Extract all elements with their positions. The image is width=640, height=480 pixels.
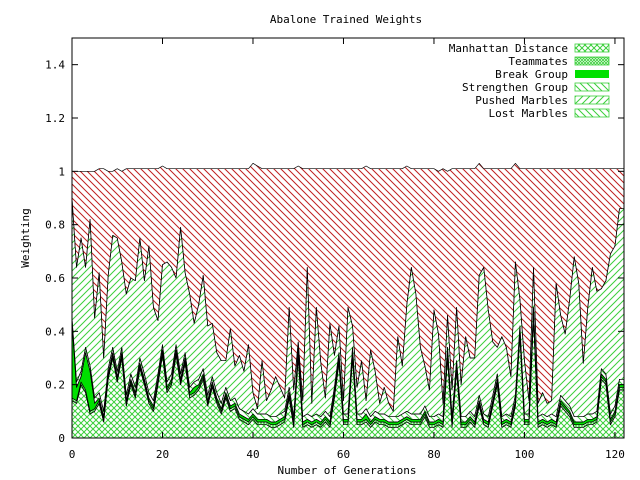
x-tick-label: 120: [605, 448, 625, 461]
legend-swatch: [574, 108, 610, 118]
legend-swatch: [574, 95, 610, 105]
x-tick-label: 0: [69, 448, 76, 461]
legend-label: Pushed Marbles: [475, 94, 568, 107]
legend-label: Lost Marbles: [489, 107, 568, 120]
x-tick-label: 100: [515, 448, 535, 461]
y-tick-label: 0.4: [45, 325, 65, 338]
y-tick-label: 1.4: [45, 59, 65, 72]
legend-swatch: [575, 70, 609, 78]
x-tick-label: 40: [246, 448, 259, 461]
y-axis-label: Weighting: [19, 208, 32, 268]
legend-label: Manhattan Distance: [449, 42, 568, 55]
legend-swatch: [574, 82, 610, 92]
legend-swatch: [574, 56, 610, 66]
y-tick-label: 0.2: [45, 379, 65, 392]
y-tick-label: 0.8: [45, 219, 65, 232]
y-tick-label: 1: [58, 165, 65, 178]
plot-frame: [71, 37, 625, 439]
y-tick-label: 0.6: [45, 272, 65, 285]
y-tick-label: 1.2: [45, 112, 65, 125]
y-tick-label: 0: [58, 432, 65, 445]
x-axis-label: Number of Generations: [277, 464, 416, 477]
axis-ticks: 0 20 40 60 80 100 120 0 0.2 0.4 0.6 0.8 1 1.2 1.4: [45, 38, 625, 461]
legend-label: Strengthen Group: [462, 81, 568, 94]
x-tick-label: 20: [156, 448, 169, 461]
chart-title: Abalone Trained Weights: [270, 13, 422, 26]
legend-label: Teammates: [508, 55, 568, 68]
x-tick-label: 80: [427, 448, 440, 461]
plot-areas: [71, 162, 625, 439]
x-tick-label: 60: [337, 448, 350, 461]
legend-label: Break Group: [495, 68, 568, 81]
legend-swatch: [574, 43, 610, 53]
